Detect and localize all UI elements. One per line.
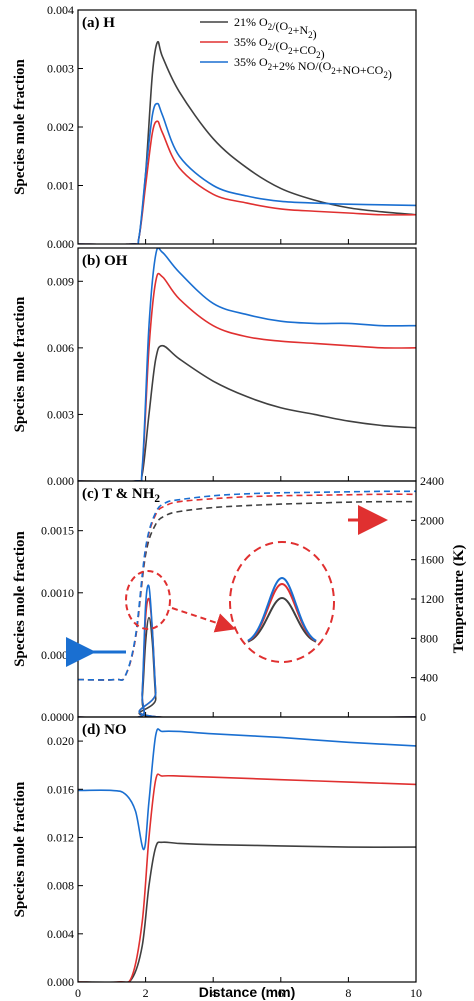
y-tick-label-a-2: 0.002 xyxy=(47,120,74,134)
series-line-c-2 xyxy=(78,584,416,717)
panel-label-b: (b) OH xyxy=(82,253,128,269)
x-axis-label: Distance (mm) xyxy=(199,984,295,1000)
inset-peak-0 xyxy=(247,596,317,643)
series-line-b-0 xyxy=(78,344,416,481)
y-tick-label-c-1: 0.0005 xyxy=(41,648,74,662)
y2-tick-label-6: 2400 xyxy=(420,474,444,488)
series-line-b-1 xyxy=(78,272,416,481)
series-line-d-0 xyxy=(78,841,416,982)
y2-tick-label-2: 800 xyxy=(420,631,438,645)
plot-frame-b xyxy=(77,247,417,482)
series-line-c-0 xyxy=(78,616,416,717)
y-tick-label-d-5: 0.020 xyxy=(47,734,74,748)
panel-a: 0.000 0.001 0.002 0.003 0.004 Species mole fr… xyxy=(12,3,417,251)
series-line-a-1 xyxy=(78,120,416,244)
y-tick-label-c-2: 0.0010 xyxy=(41,586,74,600)
series-line-b-2 xyxy=(78,248,416,481)
panel-b: 0.000 0.003 0.006 0.009 Species mole fractio… xyxy=(12,247,417,488)
y-tick-label-d-2: 0.008 xyxy=(47,879,74,893)
y2-tick-label-5: 2000 xyxy=(420,513,444,527)
y-tick-label-c-0: 0.0000 xyxy=(41,710,74,724)
legend-label-1: 35% O2/(O2+CO2) xyxy=(234,35,325,61)
plot-frame-c xyxy=(77,480,417,718)
series-line-a-2 xyxy=(78,102,416,244)
panel-label-c: (c) T & NH2 xyxy=(82,486,160,505)
series-line-d-1 xyxy=(78,773,416,982)
panel-c: 0.0000 0.0005 0.0010 0.0015 0 400 800 1200 1600 2… xyxy=(12,474,467,724)
y-tick-label-d-3: 0.012 xyxy=(47,830,74,844)
y-axis-label-c: Species mole fraction xyxy=(12,530,28,666)
zoom-inset-circle xyxy=(229,541,335,663)
y-tick-label-d-4: 0.016 xyxy=(47,782,74,796)
y-tick-label-b-3: 0.009 xyxy=(47,274,74,288)
inset-peak-2 xyxy=(247,576,317,642)
series-line-c-3 xyxy=(78,500,416,681)
x-tick-label-1: 2 xyxy=(143,986,149,1000)
legend: 21% O2/(O2+N2)35% O2/(O2+CO2)35% O2+2% N… xyxy=(200,15,392,81)
plot-frame-d xyxy=(77,716,417,983)
panel-label-d: (d) NO xyxy=(82,722,127,738)
panel-c-annotations xyxy=(66,505,388,667)
y-axis-label-b: Species mole fraction xyxy=(12,296,28,432)
x-tick-label-3: 6 xyxy=(278,986,284,1000)
y-tick-label-d-1: 0.004 xyxy=(47,927,74,941)
x-tick-label-2: 4 xyxy=(210,986,216,1000)
zoom-inset-curves xyxy=(247,576,317,643)
y2-tick-label-1: 400 xyxy=(420,671,438,685)
y2-tick-label-4: 1600 xyxy=(420,553,444,567)
y-tick-label-b-1: 0.003 xyxy=(47,407,74,421)
y2-tick-label-0: 0 xyxy=(420,710,426,724)
x-tick-label-4: 8 xyxy=(345,986,351,1000)
series-line-d-2 xyxy=(78,728,416,851)
y-tick-label-b-0: 0.000 xyxy=(47,474,74,488)
legend-label-0: 21% O2/(O2+N2) xyxy=(234,15,317,41)
y-tick-label-b-2: 0.006 xyxy=(47,341,74,355)
y-tick-label-d-0: 0.000 xyxy=(47,975,74,989)
y-tick-label-a-3: 0.003 xyxy=(47,62,74,76)
y-tick-label-a-1: 0.001 xyxy=(47,179,74,193)
series-line-c-5 xyxy=(78,490,416,681)
x-tick-label-5: 10 xyxy=(410,986,422,1000)
peak-highlight-circle xyxy=(125,570,171,630)
y-axis-label-a: Species mole fraction xyxy=(12,58,28,194)
panel-d: 0.000 0.004 0.008 0.012 0.016 0.020 0 2 4 6 8 10 Dis… xyxy=(12,716,422,1000)
y2-tick-label-3: 1200 xyxy=(420,592,444,606)
x-tick-label-0: 0 xyxy=(75,986,81,1000)
series-line-c-1 xyxy=(78,597,416,717)
zoom-arrow xyxy=(171,607,236,633)
y-tick-label-c-3: 0.0015 xyxy=(41,524,74,538)
series-line-c-4 xyxy=(78,493,416,681)
panel-label-a: (a) H xyxy=(82,15,115,31)
y2-axis-label: Temperature (K) xyxy=(451,545,467,654)
y-axis-label-d: Species mole fraction xyxy=(12,781,28,917)
y-tick-label-a-4: 0.004 xyxy=(47,3,74,17)
y-tick-label-a-0: 0.000 xyxy=(47,237,74,251)
legend-label-2: 35% O2+2% NO/(O2+NO+CO2) xyxy=(234,55,392,81)
